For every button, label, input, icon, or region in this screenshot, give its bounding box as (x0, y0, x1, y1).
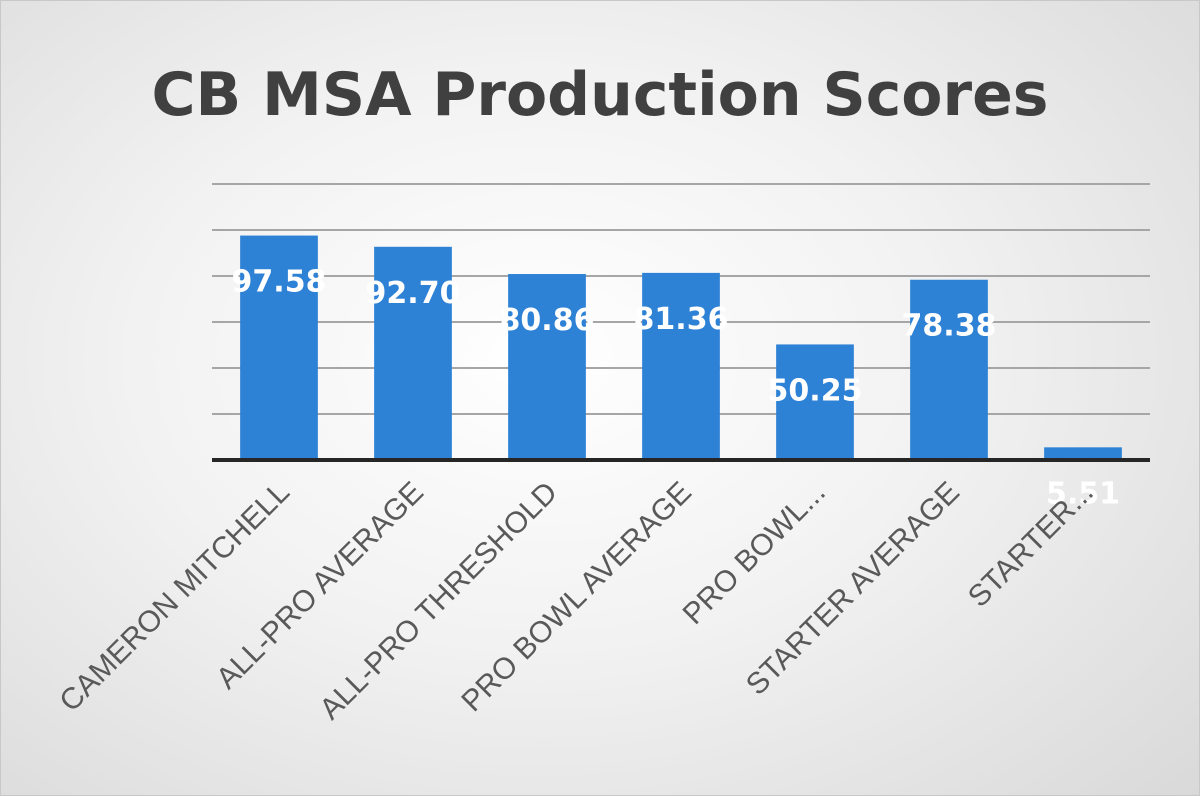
data-label: 78.38 (902, 309, 997, 344)
category-label: STARTER... (962, 476, 1100, 614)
bar (642, 272, 720, 460)
bar (240, 235, 318, 460)
data-label: 92.70 (366, 276, 461, 311)
bar (910, 279, 988, 460)
data-label: 80.86 (500, 303, 595, 338)
category-label: CAMERON MITCHELL (53, 476, 296, 719)
category-label: PRO BOWL... (677, 476, 832, 631)
data-label: 97.58 (232, 265, 327, 300)
data-label: 50.25 (768, 373, 863, 408)
bar (1044, 447, 1122, 460)
data-label: 5.51 (1046, 476, 1120, 511)
data-label: 81.36 (634, 302, 729, 337)
category-label: PRO BOWL AVERAGE (455, 476, 698, 719)
bar (374, 246, 452, 460)
bar (776, 344, 854, 460)
bar (508, 274, 586, 460)
data-labels: 97.58 92.70 80.86 81.36 50.25 78.38 5.51 (232, 265, 1120, 512)
chart-title: CB MSA Production Scores (152, 60, 1049, 130)
category-label: ALL-PRO THRESHOLD (313, 476, 563, 726)
bars (240, 235, 1122, 460)
gridlines (212, 183, 1150, 415)
